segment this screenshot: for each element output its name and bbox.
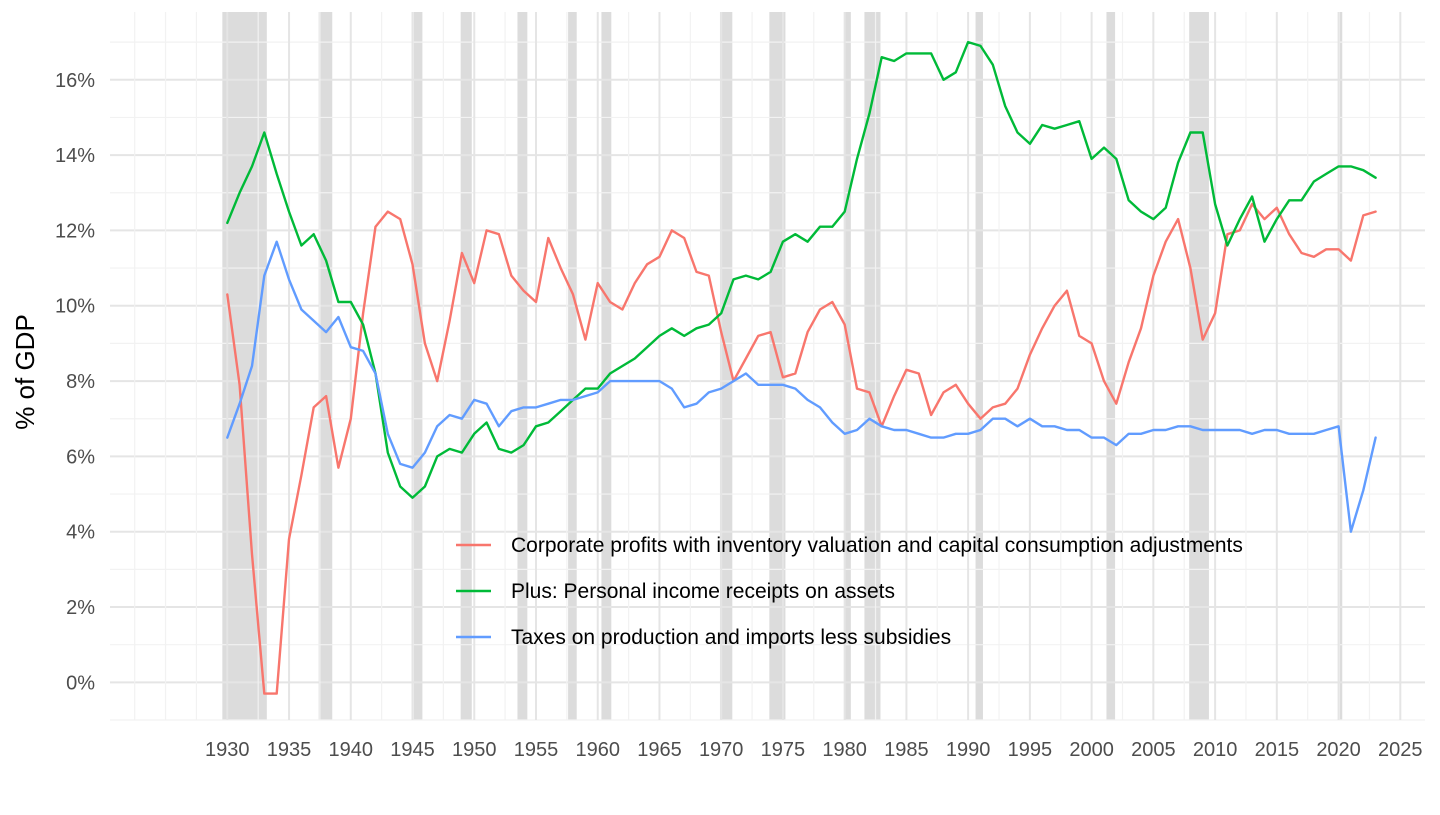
y-tick-label: 6% (66, 446, 95, 468)
series-line-1 (226, 202, 1377, 695)
legend-item-2: Plus: Personal income receipts on assets (456, 580, 895, 603)
recession-band (318, 12, 333, 720)
y-tick-label: 0% (66, 672, 95, 694)
x-tick-label: 2000 (1069, 739, 1114, 761)
recession-band (844, 12, 851, 720)
x-tick-label: 2010 (1193, 739, 1238, 761)
x-tick-label: 1930 (205, 739, 250, 761)
x-tick-label: 1980 (822, 739, 867, 761)
x-tick-label: 1935 (267, 739, 312, 761)
legend: Corporate profits with inventory valuati… (456, 534, 1243, 649)
recession-band (864, 12, 881, 720)
x-tick-label: 1985 (884, 739, 929, 761)
y-tick-label: 10% (55, 296, 95, 318)
recession-band (222, 12, 267, 720)
series-lines (226, 40, 1377, 695)
recession-band (975, 12, 983, 720)
x-tick-label: 2020 (1316, 739, 1361, 761)
x-tick-label: 1945 (390, 739, 435, 761)
y-tick-label: 14% (55, 145, 95, 167)
x-tick-label: 1950 (452, 739, 497, 761)
x-tick-label: 1955 (514, 739, 559, 761)
recession-band (460, 12, 472, 720)
recession-band (719, 12, 733, 720)
x-tick-label: 1965 (637, 739, 682, 761)
recession-band (413, 12, 423, 720)
legend-label: Corporate profits with inventory valuati… (511, 534, 1243, 557)
x-tick-label: 1970 (699, 739, 744, 761)
y-tick-label: 12% (55, 220, 95, 242)
series-line-3 (226, 240, 1377, 533)
recession-bands (222, 12, 1343, 720)
x-tick-label: 1975 (761, 739, 806, 761)
recession-band (1189, 12, 1209, 720)
x-tick-label: 1990 (946, 739, 991, 761)
x-tick-label: 1940 (329, 739, 374, 761)
y-tick-label: 4% (66, 522, 95, 544)
recession-band (517, 12, 528, 720)
x-tick-label: 2025 (1378, 739, 1423, 761)
y-tick-label: 16% (55, 70, 95, 92)
legend-item-3: Taxes on production and imports less sub… (456, 626, 951, 649)
y-tick-label: 2% (66, 597, 95, 619)
recession-band (601, 12, 612, 720)
recession-band (568, 12, 577, 720)
x-tick-label: 1995 (1008, 739, 1053, 761)
x-tick-label: 1960 (575, 739, 620, 761)
legend-item-1: Corporate profits with inventory valuati… (456, 534, 1243, 557)
axes: 1930 1935 1940 1945 1950 1955 1960 1965 1970 1975… (55, 70, 1423, 761)
series-line-2 (226, 40, 1377, 499)
legend-label: Plus: Personal income receipts on assets (511, 580, 895, 603)
recession-band (1339, 12, 1343, 720)
legend-label: Taxes on production and imports less sub… (511, 626, 951, 649)
x-tick-label: 2005 (1131, 739, 1176, 761)
y-tick-label: 8% (66, 371, 95, 393)
grid (110, 12, 1425, 721)
recession-band (1106, 12, 1116, 720)
x-tick-label: 2015 (1255, 739, 1300, 761)
recession-band (769, 12, 786, 720)
y-axis-title: % of GDP (10, 314, 40, 430)
